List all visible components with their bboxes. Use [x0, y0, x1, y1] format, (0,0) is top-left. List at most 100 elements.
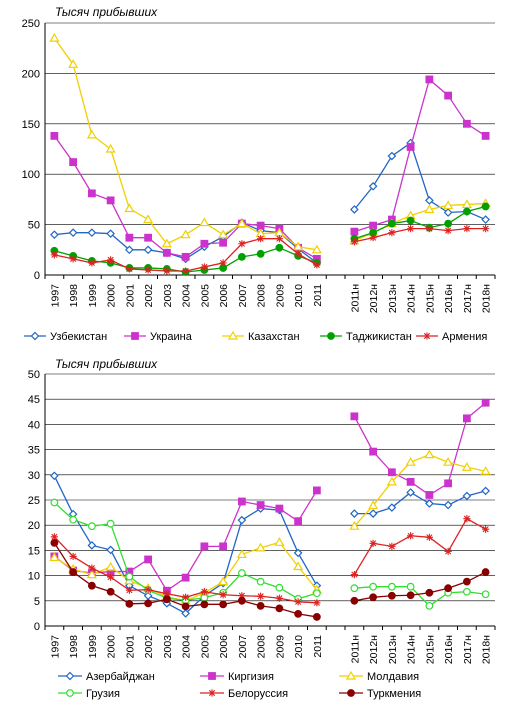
data-point	[219, 238, 228, 247]
data-point	[163, 267, 171, 275]
data-point	[368, 509, 378, 518]
data-point	[87, 522, 96, 531]
data-point	[481, 131, 490, 140]
series-6	[50, 538, 490, 621]
data-point	[88, 259, 96, 267]
data-point	[387, 591, 396, 600]
data-point	[482, 525, 490, 533]
legend-label: Молдавия	[367, 671, 419, 683]
chart-1: Тысяч прибывших 0 50 100 150 200 250 1997 1998 19…	[22, 5, 496, 343]
data-point	[425, 499, 434, 508]
data-point	[350, 584, 359, 593]
data-point	[181, 609, 190, 618]
legend-marker	[131, 332, 139, 340]
x-tick-label: 2001	[124, 635, 136, 659]
data-point	[387, 219, 396, 228]
data-point	[350, 412, 359, 421]
legend-marker	[208, 689, 216, 697]
data-point	[293, 548, 303, 558]
data-point	[50, 251, 58, 259]
data-point	[144, 586, 152, 594]
x-tick-label: 1998	[68, 284, 80, 308]
legend-marker	[30, 331, 40, 341]
data-point	[443, 208, 453, 217]
data-point	[424, 449, 435, 459]
data-point	[275, 594, 283, 602]
legend-label: Казахстан	[248, 331, 300, 343]
data-point	[406, 488, 415, 497]
data-point	[218, 576, 229, 586]
data-point	[443, 200, 454, 210]
y-tick-label: 30	[28, 470, 40, 482]
data-point	[425, 225, 433, 233]
x-tick-label: 1999	[87, 284, 99, 308]
x-tick-label: 2003	[162, 635, 174, 659]
data-point	[387, 151, 397, 161]
data-point	[444, 219, 453, 228]
data-point	[294, 517, 303, 526]
x-tick-label: 2011н	[349, 635, 361, 664]
data-point	[350, 238, 358, 246]
data-point	[443, 456, 454, 466]
legend-marker	[345, 670, 357, 680]
y-tick-label: 250	[22, 18, 40, 30]
data-point	[425, 196, 434, 205]
y-axis-title: Тысяч прибывших	[55, 5, 158, 19]
data-point	[87, 541, 97, 550]
data-point	[407, 225, 415, 233]
series-5	[50, 515, 490, 607]
x-tick-label: 2003	[162, 284, 174, 308]
data-point	[180, 229, 191, 239]
data-point	[50, 533, 58, 541]
x-tick-label: 2018н	[481, 284, 493, 313]
y-tick-label: 50	[28, 369, 40, 381]
data-point	[312, 486, 321, 495]
data-point	[482, 225, 490, 233]
x-tick-label: 2001	[124, 284, 136, 308]
x-tick-label: 2005	[199, 635, 211, 659]
data-point	[444, 479, 453, 488]
data-point	[125, 265, 133, 273]
data-point	[444, 91, 453, 100]
data-point	[256, 501, 265, 509]
data-point	[219, 591, 227, 599]
data-point	[257, 235, 265, 243]
data-point	[219, 600, 228, 609]
data-point	[69, 158, 78, 167]
data-point	[106, 587, 115, 596]
x-tick-label: 2011н	[349, 284, 361, 313]
y-tick-label: 0	[34, 270, 40, 282]
data-point	[350, 596, 359, 605]
data-point	[462, 577, 471, 586]
data-point	[461, 199, 472, 209]
x-tick-label: 1997	[49, 635, 61, 659]
data-point	[444, 584, 453, 593]
data-point	[369, 539, 377, 547]
data-point	[143, 245, 153, 255]
data-point	[405, 456, 416, 466]
legend-label: Украина	[150, 331, 193, 343]
data-point	[163, 590, 171, 598]
data-point	[407, 532, 415, 540]
data-point	[444, 227, 452, 235]
data-point	[68, 59, 79, 68]
data-point	[50, 471, 59, 481]
data-point	[275, 604, 284, 613]
data-point	[50, 230, 59, 240]
x-tick-label: 2004	[181, 635, 193, 659]
data-point	[106, 196, 115, 205]
data-point	[69, 568, 78, 576]
x-tick-label: 2014н	[406, 635, 418, 664]
data-point	[293, 561, 304, 571]
data-point	[238, 240, 246, 248]
legend-item: Узбекистан	[24, 331, 107, 343]
data-point	[368, 181, 378, 191]
data-point	[236, 549, 247, 559]
x-tick-label: 2011	[312, 284, 324, 307]
data-point	[425, 588, 434, 597]
x-tick-label: 2010	[293, 635, 305, 659]
legend-label: Армения	[442, 331, 487, 343]
data-point	[463, 515, 471, 523]
